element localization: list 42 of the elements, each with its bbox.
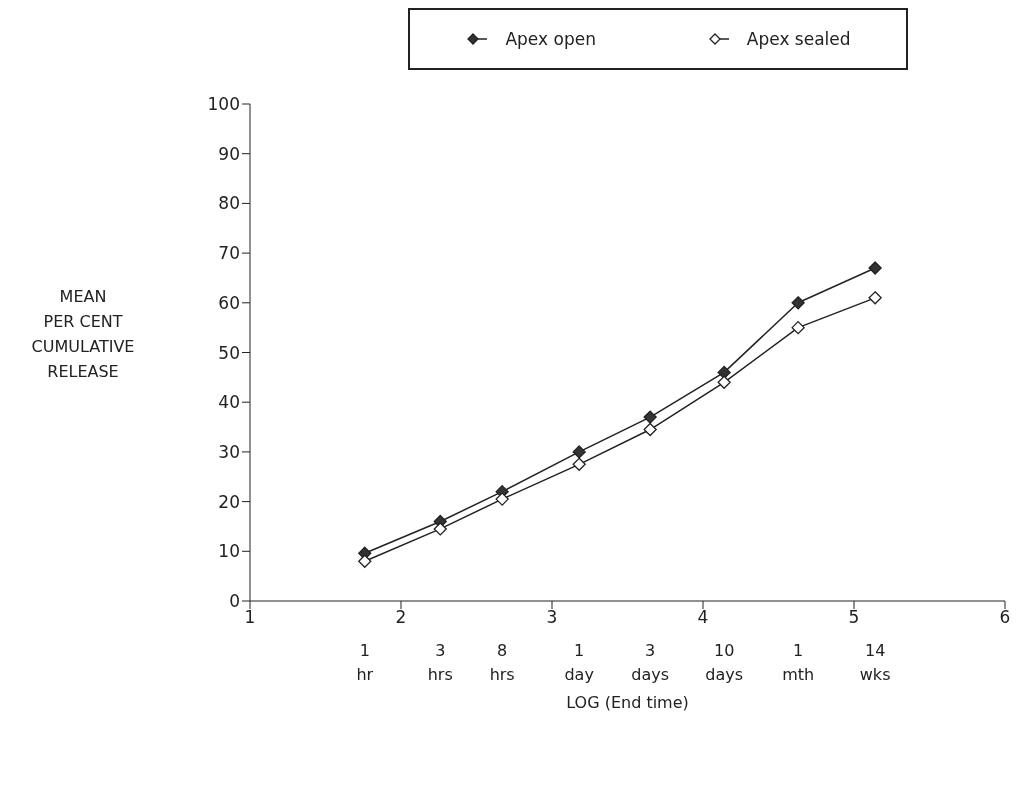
point [791,321,805,335]
x-tick-label: 4 [697,607,709,628]
y-tick-label: 0 [229,591,240,612]
text: 1 mth [782,641,815,684]
x-tick-label: 3 [546,607,558,628]
point [495,492,509,506]
point [572,457,586,471]
y-tick-label: 10 [218,541,240,562]
point [791,296,805,310]
point [433,522,447,536]
text: 14 wks [859,641,891,684]
x-tick-label: 5 [848,607,860,628]
y-tick-label: 20 [218,491,240,512]
y-tick-label: 60 [218,292,240,313]
x-tick-label: 6 [999,607,1011,628]
legend-label: Apex open [505,29,596,49]
point [643,410,657,424]
point [643,422,657,437]
x-tick-label: 2 [395,607,407,628]
point [572,445,586,459]
y-tick-label: 40 [218,392,240,413]
text: 3 days [631,641,670,684]
text: 1 day [564,641,594,684]
y-axis-title: MEAN PER CENT CUMULATIVE RELEASE [31,287,135,381]
text: 10 days [705,641,744,684]
x-axis-title: LOG (End time) [566,693,689,712]
text: 1 hr [356,641,374,684]
legend-label: Apex sealed [746,29,851,49]
point [868,291,882,305]
point [868,261,882,275]
y-tick-label: 70 [218,243,240,264]
point [717,375,731,389]
point [358,554,372,568]
y-tick-label: 100 [207,94,240,115]
text: 8 hrs [489,641,515,684]
y-tick-label: 30 [218,441,240,462]
point [717,365,731,380]
y-tick-label: 50 [218,342,240,363]
text: 3 hrs [427,641,453,684]
y-tick-label: 80 [218,193,240,214]
y-tick-label: 90 [218,143,240,164]
x-tick-label: 1 [244,607,256,628]
